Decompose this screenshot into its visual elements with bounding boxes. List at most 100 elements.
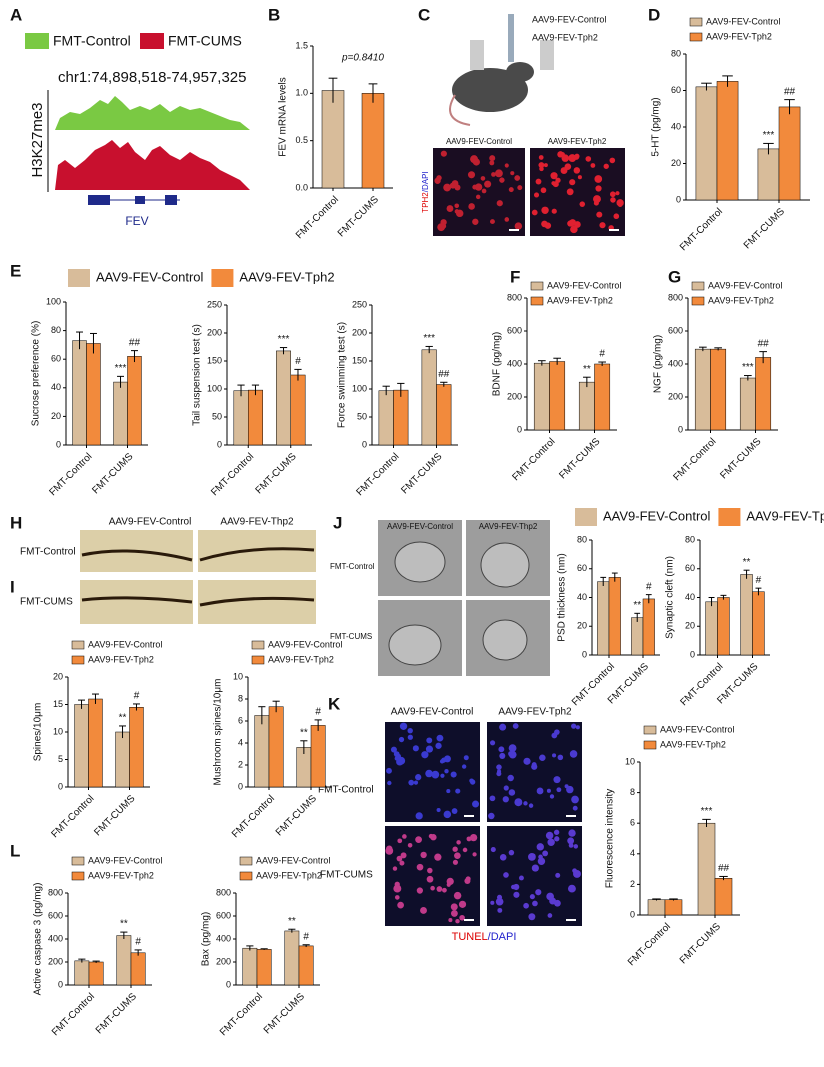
- cell: [451, 808, 458, 814]
- panel-label: A: [10, 5, 22, 24]
- x-tick-label: FMT-Control: [49, 793, 96, 840]
- row-label: FMT-CUMS: [20, 597, 73, 608]
- cell: [503, 872, 509, 878]
- legend-label: AAV9-FEV-Control: [268, 639, 342, 649]
- legend-swatch: [530, 296, 544, 306]
- y-axis-label: PSD thickness (nm): [557, 553, 568, 641]
- cell: [441, 223, 447, 229]
- bar: [631, 617, 644, 656]
- cell: [536, 787, 544, 795]
- exon: [88, 195, 110, 205]
- y-axis-label: Tail suspension test (s): [192, 324, 203, 426]
- legend-label: FMT-CUMS: [168, 33, 242, 49]
- cell: [425, 769, 433, 778]
- cell: [398, 736, 405, 743]
- legend-swatch: [71, 655, 85, 665]
- track: [55, 140, 250, 190]
- stain: /DAPI: [488, 931, 517, 943]
- cell: [426, 875, 434, 883]
- bar: [608, 577, 621, 656]
- legend-swatch: [251, 640, 265, 650]
- scale-bar: [609, 229, 619, 231]
- panel-label: G: [668, 267, 681, 286]
- cell: [435, 742, 442, 749]
- cell: [503, 785, 509, 791]
- cell: [467, 171, 476, 179]
- y-tick-label: 200: [216, 956, 231, 966]
- cell: [454, 852, 461, 860]
- cell: [609, 191, 616, 198]
- bar: [127, 356, 142, 446]
- cell: [464, 877, 471, 885]
- x-tick-label: FMT-Control: [626, 921, 673, 968]
- cell: [450, 903, 458, 911]
- y-axis-label: Bax (pg/mg): [201, 912, 212, 966]
- cell: [531, 763, 538, 770]
- micrograph: [80, 580, 193, 624]
- cell: [450, 909, 458, 917]
- legend-label: AAV9-FEV-Control: [88, 855, 162, 865]
- significance: **: [583, 364, 591, 375]
- bar: [594, 363, 611, 431]
- cell: [508, 849, 515, 856]
- vesicle: [480, 542, 530, 588]
- legend-swatch: [718, 508, 741, 526]
- significance: #: [295, 356, 301, 367]
- cell: [495, 897, 504, 906]
- cell: [397, 838, 403, 844]
- bar: [256, 949, 272, 986]
- bar: [310, 725, 326, 788]
- cell: [472, 184, 478, 190]
- y-tick-label: 2: [238, 759, 243, 769]
- bar: [88, 698, 103, 788]
- micrograph: [487, 722, 582, 822]
- x-tick-label: FMT-CUMS: [678, 921, 723, 966]
- cell: [489, 795, 496, 802]
- column-label: AAV9-FEV-Control: [391, 707, 474, 718]
- stain: /DAPI: [421, 171, 430, 192]
- cell: [385, 847, 394, 855]
- column-label: AAV9-FEV-Tph2: [548, 137, 607, 146]
- bar: [298, 945, 314, 986]
- cell: [517, 185, 523, 191]
- x-tick-label: FMT-Control: [50, 991, 97, 1038]
- cell: [496, 764, 502, 770]
- cell: [551, 181, 556, 186]
- stereotax: [540, 40, 554, 70]
- y-tick-label: 0.0: [295, 182, 308, 192]
- panel-label: K: [328, 694, 341, 713]
- cell: [495, 169, 503, 178]
- y-tick-label: 0: [690, 649, 695, 659]
- cell: [461, 764, 467, 769]
- cell: [426, 737, 433, 744]
- cell: [561, 154, 570, 162]
- y-tick-label: 50: [357, 411, 367, 421]
- cell: [508, 187, 514, 193]
- cell: [392, 866, 398, 871]
- y-tick-label: 20: [51, 411, 61, 421]
- cell: [415, 812, 423, 820]
- cell: [543, 163, 548, 168]
- y-tick-label: 60: [671, 85, 681, 95]
- cell: [568, 843, 574, 848]
- scale-bar: [464, 815, 474, 817]
- bar: [116, 935, 132, 986]
- legend-label: AAV9-FEV-Control: [603, 508, 711, 523]
- x-tick-label: FMT-CUMS: [557, 436, 602, 481]
- y-tick-label: 0: [678, 424, 683, 434]
- cell: [539, 166, 544, 172]
- bar: [597, 581, 610, 656]
- y-tick-label: 40: [577, 592, 587, 602]
- cell: [452, 859, 459, 865]
- dendrites: [81, 547, 315, 607]
- cell: [567, 884, 576, 893]
- y-axis-label: Fluorescence intensity: [605, 789, 616, 889]
- legend-swatch: [643, 725, 657, 735]
- bar: [664, 899, 683, 916]
- cell: [407, 727, 413, 734]
- bar: [714, 878, 733, 916]
- exon: [165, 195, 177, 205]
- cell: [434, 177, 441, 184]
- cell: [469, 833, 478, 842]
- cell: [547, 913, 553, 918]
